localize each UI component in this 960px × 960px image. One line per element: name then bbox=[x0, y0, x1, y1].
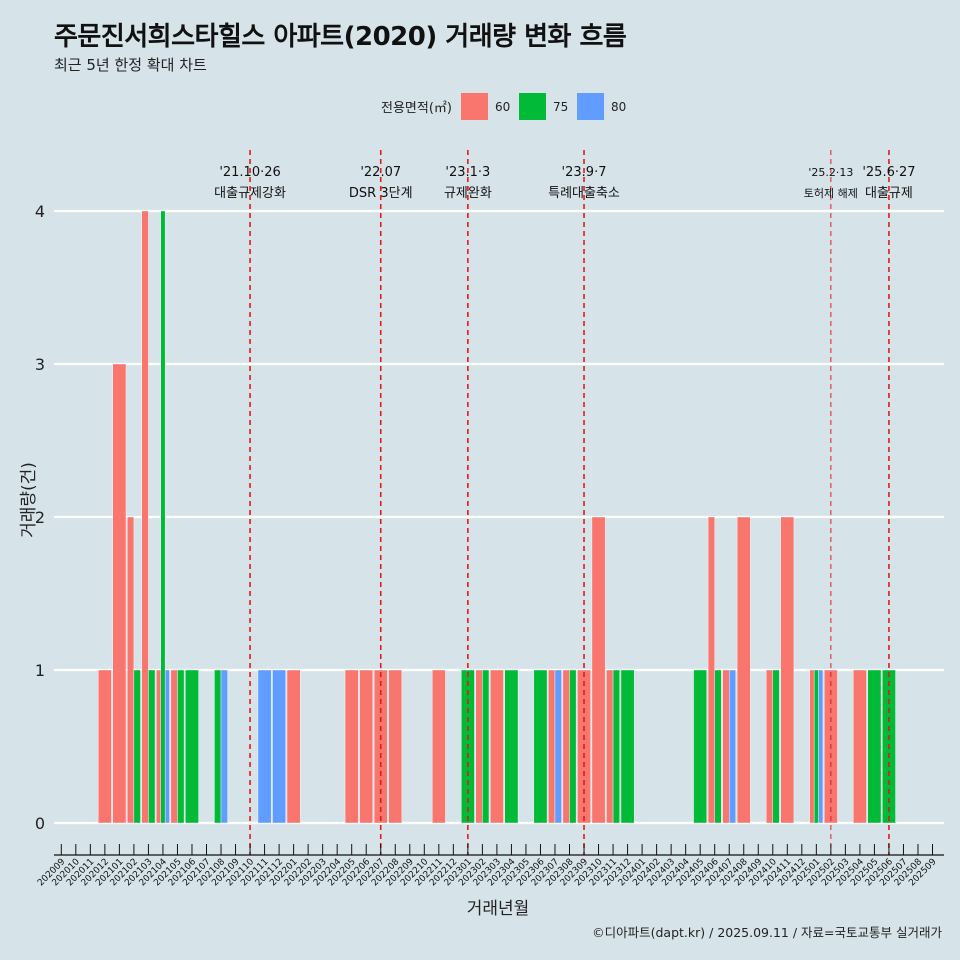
event-date-label: '25.2·13 bbox=[808, 166, 853, 179]
event-name-label: 토허제 해제 bbox=[804, 186, 858, 200]
y-tick-label: 0 bbox=[35, 814, 45, 833]
x-ticks: 2020092020102020112020122021012021022021… bbox=[36, 844, 939, 888]
bar-60-202206 bbox=[359, 669, 374, 824]
legend-swatch-75 bbox=[519, 93, 546, 120]
source-caption: ©디아파트(dapt.kr) / 2025.09.11 / 자료=국토교통부 실… bbox=[592, 925, 942, 940]
bar-75-202304 bbox=[504, 669, 519, 824]
event-date-label: '23.1·3 bbox=[445, 165, 490, 180]
event-date-label: '22.07 bbox=[360, 165, 401, 180]
legend: 전용면적(㎡) 60 75 80 bbox=[381, 93, 626, 120]
bar-60-202205 bbox=[344, 669, 359, 824]
bar-60-202407 bbox=[722, 669, 730, 824]
bar-75-202308 bbox=[569, 669, 577, 824]
bar-75-202108 bbox=[214, 669, 222, 824]
bar-75-202102 bbox=[133, 669, 141, 824]
bar-60-202410 bbox=[765, 669, 773, 824]
x-axis-title: 거래년월 bbox=[467, 899, 530, 919]
bar-60-202211 bbox=[432, 669, 446, 824]
bar-75-202104 bbox=[160, 210, 166, 824]
bar-75-202312 bbox=[620, 669, 635, 824]
bar-75-202103 bbox=[148, 669, 156, 824]
event-date-label: '21.10·26 bbox=[219, 165, 280, 180]
bar-60-202302 bbox=[475, 669, 483, 824]
bar-60-202104 bbox=[156, 669, 161, 824]
event-name-label: 규제완화 bbox=[444, 186, 492, 201]
bar-80-202307 bbox=[554, 669, 562, 824]
bar-60-202501 bbox=[809, 669, 815, 824]
legend-label-60: 60 bbox=[495, 100, 510, 114]
y-tick-label: 3 bbox=[35, 355, 45, 374]
legend-swatch-80 bbox=[577, 93, 604, 120]
bar-60-202102 bbox=[127, 516, 135, 824]
event-date-label: '23.9·7 bbox=[562, 165, 607, 180]
bar-60-202105 bbox=[170, 669, 178, 824]
event-markers: '21.10·26 대출규제강화 '22.07 DSR 3단계 '23.1·3 규제완화 '… bbox=[214, 150, 916, 855]
bar-60-202411 bbox=[780, 516, 795, 824]
bar-80-202108 bbox=[220, 669, 228, 824]
bar-80-202501 bbox=[818, 669, 824, 824]
bar-60-202012 bbox=[98, 669, 112, 824]
y-tick-label: 4 bbox=[35, 202, 45, 221]
bar-75-202306 bbox=[533, 669, 548, 824]
legend-label-75: 75 bbox=[553, 100, 568, 114]
bar-80-202112 bbox=[272, 669, 286, 824]
bar-60-202406 bbox=[707, 516, 715, 824]
bar-60-202311 bbox=[606, 669, 614, 824]
bar-60-202504 bbox=[853, 669, 867, 824]
bar-60-202201 bbox=[286, 669, 301, 824]
y-axis-title: 거래량(건) bbox=[19, 462, 39, 538]
event-name-label: DSR 3단계 bbox=[349, 186, 413, 201]
bar-60-202101 bbox=[112, 363, 127, 824]
bar-80-202111 bbox=[257, 669, 272, 824]
bar-60-202307 bbox=[548, 669, 556, 824]
y-tick-label: 2 bbox=[35, 508, 45, 527]
legend-swatch-60 bbox=[461, 93, 488, 120]
bar-75-202410 bbox=[772, 669, 780, 824]
bar-80-202104 bbox=[164, 669, 170, 824]
bar-75-202105 bbox=[177, 669, 185, 824]
bar-60-202103 bbox=[141, 210, 149, 824]
event-date-label: '25.6·27 bbox=[862, 165, 915, 180]
event-name-label: 대출규제 bbox=[865, 186, 913, 201]
bar-80-202407 bbox=[729, 669, 737, 824]
bar-75-202505 bbox=[867, 669, 882, 824]
bar-60-202310 bbox=[591, 516, 606, 824]
bar-75-202302 bbox=[482, 669, 490, 824]
chart-subtitle: 최근 5년 한정 확대 차트 bbox=[54, 56, 207, 74]
bar-75-202501 bbox=[813, 669, 819, 824]
bar-60-202408 bbox=[736, 516, 751, 824]
event-name-label: 대출규제강화 bbox=[214, 186, 286, 201]
legend-label-80: 80 bbox=[611, 100, 626, 114]
bar-75-202106 bbox=[185, 669, 199, 824]
bar-75-202311 bbox=[612, 669, 620, 824]
bar-75-202406 bbox=[714, 669, 722, 824]
event-name-label: 특례대출축소 bbox=[548, 186, 620, 201]
bar-60-202208 bbox=[388, 669, 403, 824]
chart-title: 주문진서희스타힐스 아파트(2020) 거래량 변화 흐름 bbox=[54, 22, 627, 52]
bar-75-202405 bbox=[693, 669, 707, 824]
y-tick-label: 1 bbox=[35, 661, 45, 680]
bar-60-202308 bbox=[562, 669, 570, 824]
bar-60-202303 bbox=[490, 669, 504, 824]
legend-title: 전용면적(㎡) bbox=[381, 101, 452, 116]
